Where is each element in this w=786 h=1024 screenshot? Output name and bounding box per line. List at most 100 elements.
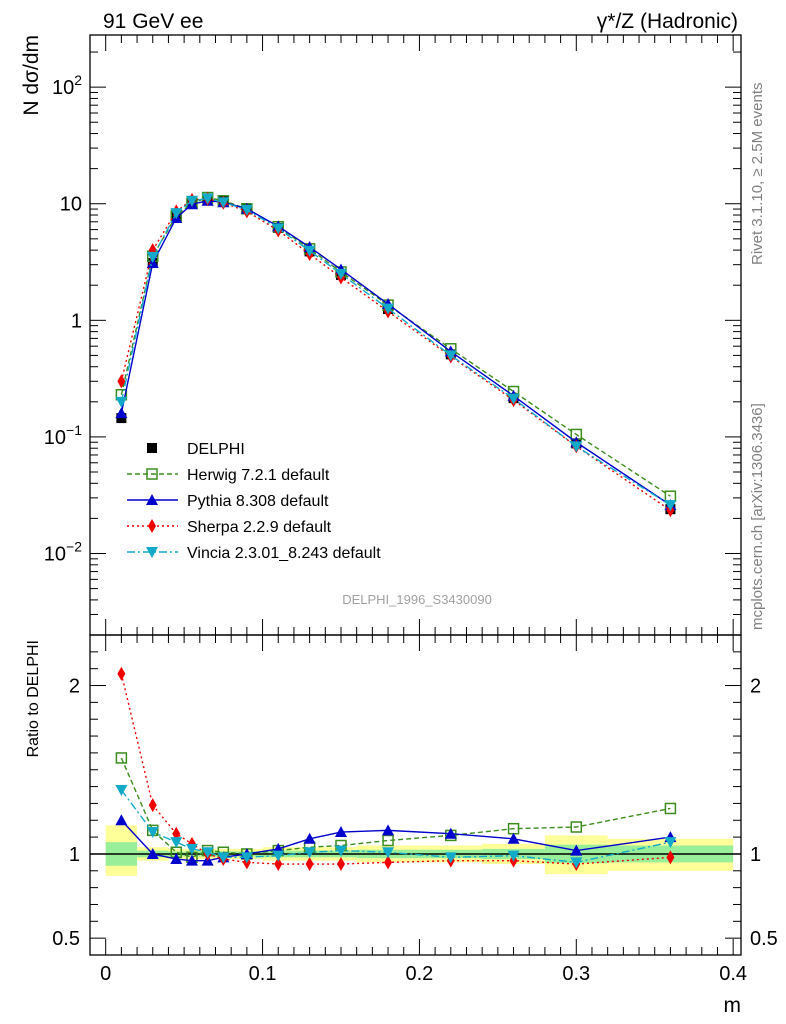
ratio-data-point <box>240 852 253 864</box>
header-right-title: γ*/Z (Hadronic) <box>597 10 738 33</box>
ratio-data-point <box>117 666 126 681</box>
data-point <box>217 197 230 209</box>
legend-entry: Pythia 8.308 default <box>127 493 329 510</box>
data-point <box>201 193 214 205</box>
ratio-y-tick-label-left: 1 <box>69 844 80 866</box>
ratio-data-point <box>507 850 520 862</box>
y-tick-label: 10−1 <box>44 422 82 449</box>
ratio-data-point <box>115 752 128 764</box>
ratio-data-point <box>382 834 394 847</box>
y-tick-base: 10 <box>52 77 74 99</box>
y-tick-exponent: −1 <box>66 422 82 438</box>
series-line <box>120 200 671 506</box>
data-point <box>507 393 520 405</box>
data-point <box>185 195 198 207</box>
ratio-y-tick-label-right: 2 <box>750 676 761 698</box>
ratio-data-point <box>217 852 230 864</box>
legend-label: DELPHI <box>187 441 245 458</box>
side-text-mcplots: mcplots.cern.ch [arXiv:1306.3436] <box>749 403 766 630</box>
x-tick-label: 0.4 <box>719 963 747 985</box>
legend-entry: Sherpa 2.2.9 default <box>127 519 332 536</box>
legend-label: Sherpa 2.2.9 default <box>187 519 332 536</box>
ratio-series-1 <box>115 814 677 866</box>
x-tick-label: 0.2 <box>406 963 434 985</box>
data-point <box>146 251 159 263</box>
ratio-data-point <box>334 826 347 838</box>
legend-label: Vincia 2.3.01_8.243 default <box>187 545 381 562</box>
y-tick-base: 10 <box>44 544 66 566</box>
ratio-data-point <box>170 853 183 864</box>
data-point <box>117 374 126 389</box>
ratio-data-point <box>382 824 395 836</box>
x-tick-label: 0.1 <box>249 963 277 985</box>
legend-label: Herwig 7.2.1 default <box>187 467 330 484</box>
ratio-data-point <box>664 837 677 849</box>
ratio-data-point <box>384 855 393 870</box>
data-point <box>444 350 457 362</box>
series-line <box>120 197 671 506</box>
data-point <box>664 500 677 512</box>
legend-marker <box>146 547 158 558</box>
ratio-y-tick-label-left: 2 <box>69 676 80 698</box>
ratio-data-point <box>303 847 316 859</box>
series-2 <box>115 194 677 511</box>
legend-entry: Vincia 2.3.01_8.243 default <box>127 545 381 562</box>
side-text-rivet: Rivet 3.1.10, ≥ 2.5M events <box>749 83 766 266</box>
legend-marker <box>148 519 156 533</box>
ratio-data-point <box>444 827 457 839</box>
y-tick-label: 102 <box>52 72 82 99</box>
ratio-data-point <box>146 827 159 839</box>
ratio-data-point <box>334 845 347 857</box>
ratio-frame <box>89 634 742 956</box>
ratio-data-point <box>146 847 159 859</box>
legend-marker <box>146 468 158 480</box>
ratio-data-point <box>664 802 677 815</box>
data-point <box>334 268 347 280</box>
ratio-data-point <box>201 847 214 859</box>
ratio-y-tick-label-right: 1 <box>750 844 761 866</box>
legend-entry: Herwig 7.2.1 default <box>127 467 330 484</box>
ratio-data-point <box>570 844 583 856</box>
ratio-data-point <box>115 784 128 796</box>
data-point <box>240 204 253 216</box>
data-point <box>382 303 395 315</box>
legend-entry: DELPHI <box>147 441 245 458</box>
ratio-y-tick-label-left: 0.5 <box>52 928 80 950</box>
data-point <box>170 208 183 220</box>
ratio-data-point <box>382 847 395 859</box>
ratio-data-point <box>148 798 157 813</box>
ratio-data-point <box>305 857 314 872</box>
ratio-data-point <box>570 821 583 833</box>
data-point <box>272 223 285 235</box>
series-4 <box>115 193 677 512</box>
ratio-series-3 <box>115 784 677 869</box>
data-point <box>115 396 128 408</box>
ratio-panel: 0.5 0.5 1 1 2 2 0 0.1 0.2 0.3 0.4 m Ratio to DELPHI <box>25 634 778 1017</box>
y-tick-exponent: 2 <box>74 72 82 88</box>
x-tick-label: 0 <box>100 963 111 985</box>
ratio-data-point <box>272 850 285 862</box>
y-tick-label: 10 <box>60 194 82 216</box>
ratio-data-point <box>303 832 316 844</box>
data-point <box>570 441 583 453</box>
data-point <box>303 245 316 257</box>
ratio-y-axis-label: Ratio to DELPHI <box>25 640 42 757</box>
header-left-title: 91 GeV ee <box>103 10 203 33</box>
ratio-data-point <box>185 843 198 855</box>
watermark: DELPHI_1996_S3430090 <box>342 592 492 607</box>
ratio-data-point <box>507 832 520 844</box>
y-tick-label: 10−2 <box>44 539 82 566</box>
y-tick-base: 10 <box>44 427 66 449</box>
ratio-data-point <box>274 857 283 872</box>
ratio-data-point <box>570 857 583 869</box>
series-line <box>120 198 671 511</box>
ratio-data-point <box>444 852 457 864</box>
ratio-data-point <box>170 837 183 849</box>
y-axis-label: N dσ/dm <box>20 35 43 116</box>
legend-label: Pythia 8.308 default <box>187 493 329 510</box>
y-tick-label: 1 <box>71 310 82 332</box>
ratio-data-point <box>336 857 345 872</box>
legend: DELPHI Herwig 7.2.1 default Pythia 8.308 d… <box>127 441 381 562</box>
